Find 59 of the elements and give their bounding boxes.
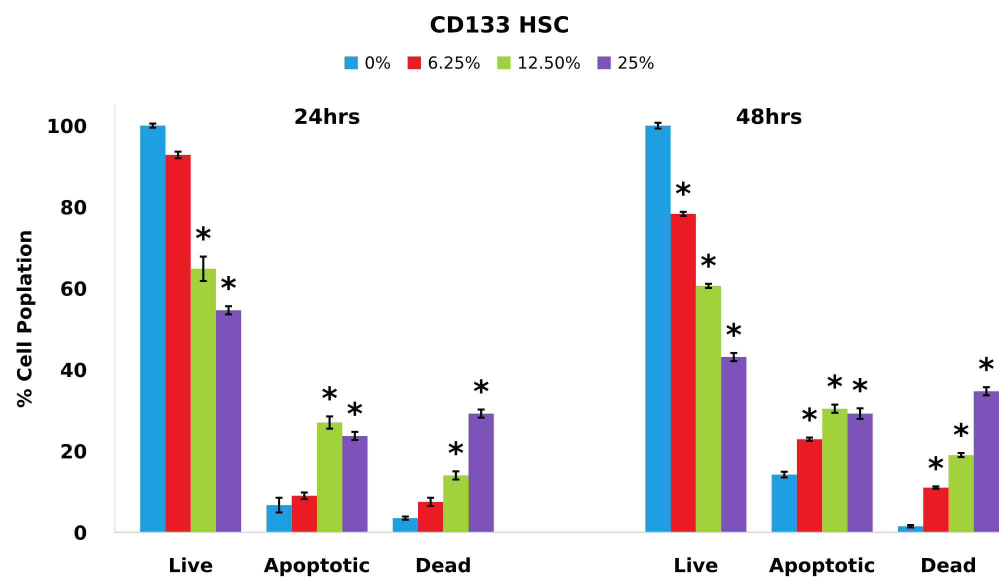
data-label: * xyxy=(196,226,211,241)
x-tick-label: Apoptotic xyxy=(264,557,369,576)
bar xyxy=(468,414,494,532)
y-tick-label: 20 xyxy=(62,444,86,459)
y-tick-label: 40 xyxy=(60,362,86,378)
data-label: * xyxy=(852,378,868,392)
y-tick-label: 80 xyxy=(61,200,86,215)
data-label: * xyxy=(448,441,464,456)
data-label: * xyxy=(322,386,337,400)
legend-label: 12.50% xyxy=(519,56,580,69)
data-label: * xyxy=(221,276,236,290)
bar xyxy=(443,475,469,532)
data-label: * xyxy=(928,456,944,470)
annotation: 48hrs xyxy=(736,108,802,124)
bar xyxy=(216,310,242,532)
bar xyxy=(190,268,216,532)
data-label: * xyxy=(726,322,742,337)
bar xyxy=(316,422,342,532)
bar xyxy=(418,502,444,532)
data-label: * xyxy=(347,402,362,416)
x-tick-label: Live xyxy=(675,557,718,572)
bar xyxy=(140,126,166,532)
data-label: * xyxy=(676,182,691,196)
y-tick-label: 60 xyxy=(61,281,86,296)
bar xyxy=(974,391,999,532)
bar xyxy=(847,414,873,532)
bar xyxy=(796,439,822,532)
x-tick-label: Dead xyxy=(922,557,976,572)
chart-title: CD133 HSC xyxy=(430,16,568,33)
annotation: 24hrs xyxy=(295,108,360,124)
data-label: * xyxy=(827,374,842,389)
bar xyxy=(292,496,317,532)
y-tick-label: 0 xyxy=(74,525,86,540)
bar xyxy=(898,526,924,532)
bar xyxy=(645,126,671,532)
data-label: * xyxy=(802,407,817,422)
data-label: * xyxy=(978,356,994,372)
x-tick-label: Dead xyxy=(416,557,470,572)
bar xyxy=(948,455,974,532)
bar xyxy=(266,505,292,532)
bar xyxy=(165,154,191,532)
bar xyxy=(670,214,696,532)
bar xyxy=(392,518,418,532)
y-tick-label: 100 xyxy=(48,118,86,134)
bar xyxy=(342,436,368,532)
bar xyxy=(822,408,848,532)
bar xyxy=(696,286,722,532)
data-label: * xyxy=(701,254,716,268)
bar xyxy=(772,474,797,532)
bar xyxy=(721,357,746,532)
data-label: * xyxy=(474,379,489,394)
bar xyxy=(923,488,948,532)
legend-label: 25% xyxy=(618,56,654,69)
data-label: * xyxy=(954,422,968,437)
legend-label: 6.25% xyxy=(428,56,480,69)
x-tick-label: Live xyxy=(170,557,212,572)
legend-label: 0% xyxy=(366,56,390,69)
y-axis-title: % Cell Poplation xyxy=(16,231,36,408)
x-tick-label: Apoptotic xyxy=(769,557,874,576)
